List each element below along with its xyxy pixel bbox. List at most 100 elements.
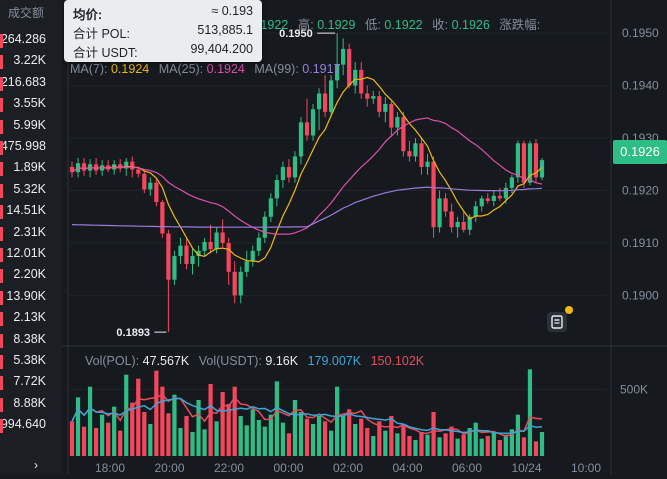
left-panel-row-marker (0, 290, 3, 305)
candle-body (69, 166, 75, 173)
left-panel-row[interactable]: 3.55K (13, 96, 46, 111)
candle-body (461, 221, 466, 230)
candle-body (425, 161, 430, 167)
time-tick-label: 20:00 (154, 461, 184, 474)
candle-body (341, 48, 346, 65)
volume-bar (335, 386, 340, 456)
vol-usdt-value: 9.16K (265, 354, 299, 368)
candle-body (292, 156, 298, 178)
left-panel-row[interactable]: 475.998 (0, 139, 46, 153)
ohlc-low-value: 0.1922 (384, 18, 423, 32)
candle-body (202, 241, 207, 251)
volume-bar (304, 418, 310, 456)
candle-body (407, 151, 412, 157)
ohlc-close-value: 0.1926 (451, 18, 490, 32)
left-panel-row[interactable]: 5.99K (13, 117, 46, 132)
candle-body (449, 211, 454, 228)
candle-body (503, 187, 508, 199)
candle-body (268, 198, 273, 217)
candle-body (455, 221, 460, 228)
candle-body (473, 206, 478, 217)
left-panel-row[interactable]: 8.88K (13, 395, 46, 410)
volume-bar (202, 429, 207, 456)
ma99-label: MA(99): (254, 62, 299, 76)
left-panel-row[interactable]: 2.31K (13, 224, 46, 239)
chart-area[interactable]: 0.1950 0.1940 0.1930 0.1920 0.1910 0.1900 500K… (62, 0, 667, 475)
left-panel-row-marker (0, 355, 3, 369)
kline-chart[interactable]: 0.19500.19400.19300.19200.19100.1900500K… (62, 0, 667, 475)
left-panel-row[interactable]: 994.640 (0, 417, 46, 432)
volume-bar (81, 426, 87, 456)
candle-body (250, 250, 255, 262)
avg-price-value: ≈ 0.193 (211, 4, 253, 18)
ohlc-change-label: 涨跌幅: (499, 18, 541, 32)
left-panel-row[interactable]: 216.683 (0, 74, 46, 89)
volume-bar (497, 440, 502, 456)
left-panel-row[interactable]: 5.38K (13, 353, 46, 367)
left-panel-row-marker (0, 183, 3, 198)
time-tick-label: 18:00 (95, 461, 125, 474)
expand-arrow-icon[interactable]: › (34, 458, 38, 472)
left-panel-row[interactable]: 3.22K (13, 53, 46, 68)
left-panel-row-marker (0, 248, 3, 262)
left-panel-row[interactable]: 7.72K (13, 374, 46, 389)
time-tick-label: 04:00 (392, 461, 422, 474)
candle-body (130, 161, 135, 170)
left-panel-row[interactable]: 5.32K (13, 181, 46, 196)
candle-body (220, 232, 225, 243)
candle-body (148, 182, 153, 190)
volume-bar (256, 420, 261, 456)
left-panel-row[interactable]: 12.01K (6, 246, 46, 260)
left-panel-row[interactable]: 2.20K (13, 267, 46, 282)
time-tick-label: 02:00 (333, 461, 363, 474)
volume-bar (461, 434, 466, 456)
candle-body (377, 96, 382, 112)
left-panel-row[interactable]: 13.90K (6, 288, 46, 303)
candle-body (232, 271, 237, 296)
ma25-line (71, 117, 543, 235)
left-panel: 成交额 264.286 3.22K 216.683 3.55K 5.99K 475.998… (0, 0, 62, 474)
candle-body (154, 182, 159, 203)
volume-bar (533, 441, 539, 456)
candle-body (244, 261, 249, 272)
left-panel-row[interactable]: 8.38K (13, 331, 46, 346)
volume-bar (521, 437, 527, 456)
volume-bar (154, 370, 159, 456)
volume-bar (178, 428, 183, 456)
volume-bar (485, 436, 490, 456)
left-panel-row[interactable]: 2.13K (13, 310, 46, 325)
ma99-value: 0.1917 (302, 62, 341, 76)
time-tick-label: 10/24 (511, 461, 541, 474)
volume-bar (286, 433, 292, 456)
volume-bar (473, 422, 478, 456)
volume-bar (383, 430, 388, 456)
left-panel-row[interactable]: 14.51K (6, 203, 46, 218)
candle-body (196, 250, 201, 257)
candle-body (389, 103, 394, 128)
candle-body (160, 202, 165, 234)
left-panel-row-marker (0, 98, 3, 113)
volume-bar (509, 429, 514, 456)
volume-tick-label: 500K (620, 382, 648, 396)
left-panel-row[interactable]: 1.89K (13, 160, 46, 175)
candle-body (347, 48, 352, 86)
volume-bar (184, 416, 189, 456)
total-pol-label: 合计 POL: (73, 27, 130, 41)
volume-bar (280, 422, 286, 456)
price-tick-label: 0.1920 (622, 184, 659, 198)
candle-body (124, 161, 129, 169)
volume-bar (413, 440, 418, 456)
left-panel-row[interactable]: 264.286 (0, 32, 46, 46)
candle-body (190, 256, 195, 264)
candle-body (467, 216, 472, 230)
volume-bar (238, 416, 243, 456)
candle-body (214, 232, 219, 250)
left-panel-row-marker (0, 55, 3, 70)
calculator-icon[interactable] (547, 312, 567, 332)
ma25-label: MA(25): (158, 62, 204, 76)
left-panel-row-marker (0, 226, 3, 241)
volume-bar (449, 426, 454, 456)
volume-bar (527, 369, 533, 456)
volume-bar (190, 432, 195, 456)
volume-bar (515, 414, 521, 456)
